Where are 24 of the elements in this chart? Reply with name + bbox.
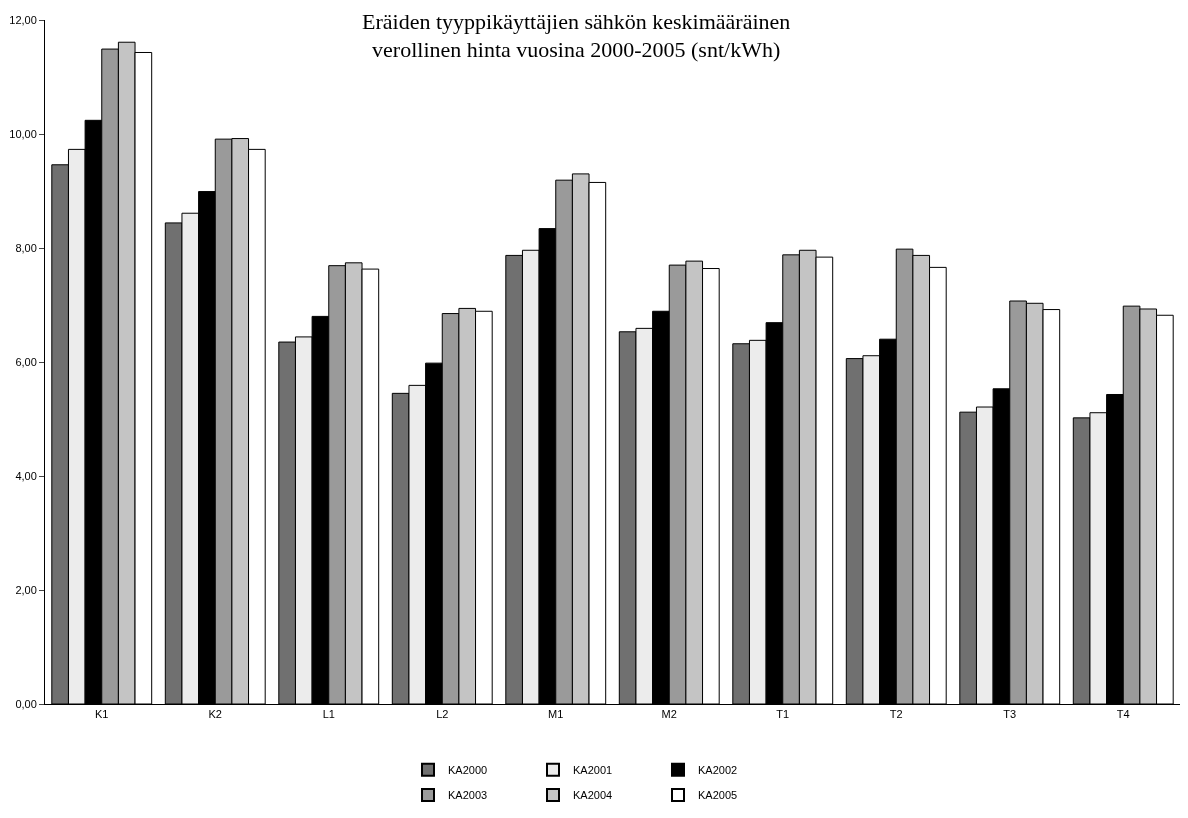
x-tick-label: K2 (208, 708, 222, 721)
x-tick-label: M1 (548, 708, 564, 721)
x-tick-label: L1 (322, 708, 335, 721)
x-tick-label: K1 (95, 708, 109, 721)
x-tick-label: L2 (436, 708, 449, 721)
legend-label: KA2005 (697, 789, 738, 802)
x-tick-label: T1 (776, 708, 790, 721)
legend-label: KA2000 (447, 764, 488, 777)
legend-label: KA2004 (572, 789, 613, 802)
y-tick-label: 4,00 (15, 469, 37, 482)
y-tick-label: 10,00 (9, 127, 37, 140)
x-tick-label: T3 (1003, 708, 1017, 721)
y-tick-label: 0,00 (15, 697, 37, 710)
x-tick-label: T2 (889, 708, 903, 721)
legend-label: KA2003 (447, 789, 488, 802)
chart-title: Eräiden tyyppikäyttäjien sähkön keskimääräinen verollinen hinta vuosina 2000-2005 (snt/kWh) (362, 8, 791, 63)
y-tick-label: 2,00 (15, 583, 37, 596)
x-tick-label: T4 (1116, 708, 1130, 721)
y-tick-label: 8,00 (15, 241, 37, 254)
legend-label: KA2002 (697, 764, 738, 777)
y-tick-label: 6,00 (15, 355, 37, 368)
legend-label: KA2001 (572, 764, 613, 777)
y-tick-label: 12,00 (9, 13, 37, 26)
x-tick-label: M2 (661, 708, 677, 721)
